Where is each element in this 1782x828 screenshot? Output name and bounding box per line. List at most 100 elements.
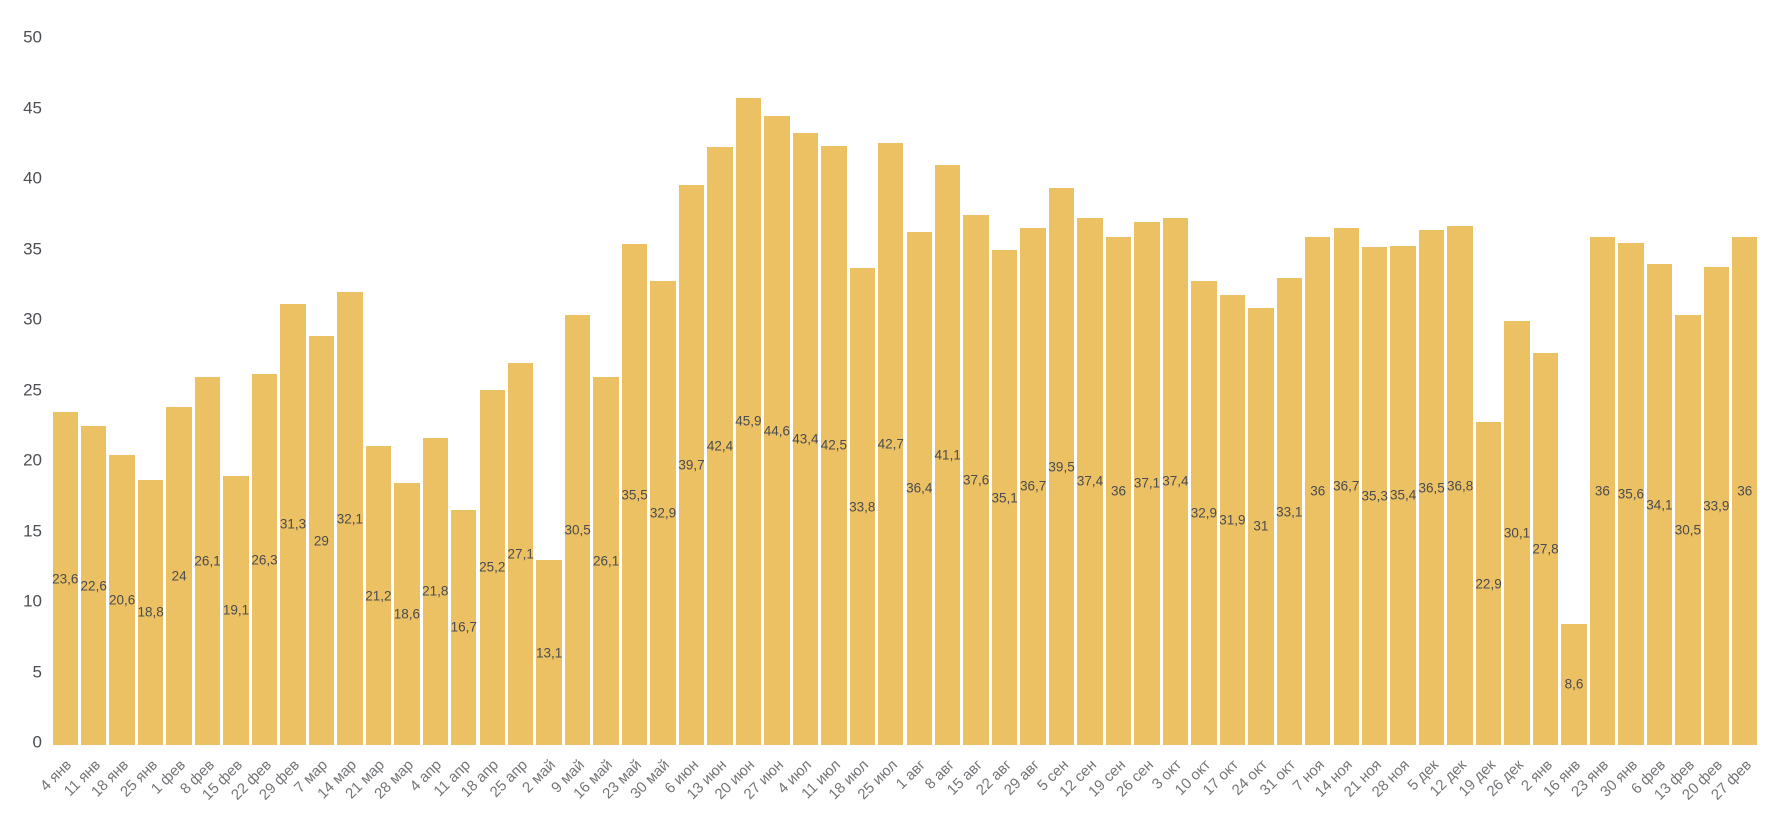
- bar-value-label: 32,1: [336, 511, 364, 527]
- bar[interactable]: [1447, 226, 1473, 745]
- bar[interactable]: [1732, 237, 1758, 745]
- bar[interactable]: [1077, 217, 1103, 745]
- bar[interactable]: [849, 268, 876, 745]
- bar[interactable]: [337, 292, 363, 745]
- bar[interactable]: [1561, 623, 1587, 745]
- bar[interactable]: [251, 374, 278, 745]
- bar[interactable]: [536, 560, 562, 745]
- bar-value-label: 30,5: [1674, 522, 1701, 538]
- bar-value-label: 39,7: [678, 457, 705, 473]
- bar-value-label: 27,1: [507, 546, 534, 562]
- y-axis-tick-label: 20: [23, 450, 42, 470]
- bar-value-label: 13,1: [536, 645, 563, 661]
- bar[interactable]: [1675, 314, 1701, 745]
- bar[interactable]: [1532, 353, 1559, 745]
- bar[interactable]: [1248, 307, 1274, 745]
- bar[interactable]: [223, 475, 249, 745]
- bar[interactable]: [1048, 188, 1075, 745]
- bar-value-label: 26,3: [251, 552, 278, 568]
- bar[interactable]: [365, 446, 392, 745]
- bar[interactable]: [792, 133, 819, 745]
- bar-value-label: 37,6: [963, 472, 990, 488]
- bar-value-label: 23,6: [52, 571, 79, 587]
- bar[interactable]: [821, 145, 847, 745]
- y-axis-tick-label: 10: [23, 591, 42, 611]
- bar[interactable]: [80, 426, 107, 745]
- bar-value-label: 42,4: [706, 438, 734, 454]
- bar[interactable]: [1703, 267, 1730, 745]
- bar[interactable]: [194, 376, 221, 745]
- bar[interactable]: [1646, 264, 1673, 745]
- bar[interactable]: [1134, 221, 1160, 745]
- bar[interactable]: [280, 303, 306, 745]
- bar[interactable]: [422, 437, 449, 745]
- bar[interactable]: [1191, 281, 1217, 745]
- bar[interactable]: [507, 362, 534, 745]
- bar-value-label: 33,9: [1703, 498, 1730, 514]
- bar-value-label: 39,5: [1048, 459, 1075, 475]
- bar[interactable]: [564, 314, 591, 745]
- bar-value-label: 31,3: [279, 516, 307, 532]
- bar-value-label: 27,8: [1532, 541, 1559, 557]
- bar-value-label: 18,8: [137, 604, 164, 620]
- y-axis-tick-label: 5: [32, 662, 42, 681]
- bar[interactable]: [991, 250, 1018, 745]
- bar[interactable]: [137, 479, 164, 745]
- bar[interactable]: [52, 412, 78, 745]
- bar[interactable]: [479, 389, 505, 745]
- bar[interactable]: [1162, 217, 1189, 745]
- bar-value-label: 33,8: [849, 499, 876, 515]
- bar-value-label: 31,9: [1219, 512, 1246, 528]
- bar-value-label: 22,9: [1475, 576, 1502, 592]
- bar[interactable]: [1276, 278, 1303, 745]
- bar[interactable]: [906, 231, 932, 745]
- bar-value-label: 35,5: [621, 487, 648, 503]
- bar[interactable]: [593, 376, 619, 745]
- bar[interactable]: [678, 185, 705, 745]
- bar[interactable]: [1504, 320, 1530, 745]
- bar[interactable]: [308, 336, 335, 745]
- y-axis-tick-label: 40: [23, 168, 42, 188]
- bar[interactable]: [934, 165, 961, 745]
- bar[interactable]: [1475, 422, 1502, 745]
- bar-value-label: 42,7: [877, 436, 904, 452]
- bar[interactable]: [650, 281, 676, 745]
- bar[interactable]: [1305, 237, 1331, 745]
- bar[interactable]: [166, 406, 192, 745]
- bar-value-label: 36,7: [1019, 478, 1047, 494]
- bar[interactable]: [764, 116, 790, 745]
- bar[interactable]: [1361, 247, 1388, 745]
- bar[interactable]: [707, 147, 733, 745]
- bar-value-label: 8,6: [1564, 676, 1584, 692]
- bar[interactable]: [878, 142, 904, 745]
- bar-value-label: 36: [1110, 483, 1127, 499]
- bar[interactable]: [1618, 243, 1644, 745]
- bar-value-label: 21,8: [422, 583, 449, 599]
- bar[interactable]: [451, 509, 477, 745]
- bar-value-label: 37,1: [1133, 475, 1161, 491]
- bar[interactable]: [621, 244, 648, 745]
- bar[interactable]: [394, 482, 420, 745]
- bar-value-label: 24: [171, 568, 187, 584]
- bar-value-label: 41,1: [934, 447, 961, 463]
- bar[interactable]: [735, 97, 762, 745]
- bar[interactable]: [1020, 227, 1046, 745]
- bar-value-label: 45,9: [735, 413, 762, 429]
- bar-value-label: 30,1: [1503, 525, 1531, 541]
- bar[interactable]: [1219, 295, 1246, 745]
- bar[interactable]: [1390, 245, 1416, 745]
- bar[interactable]: [1418, 230, 1445, 745]
- bar[interactable]: [1333, 227, 1359, 745]
- bar[interactable]: [963, 214, 989, 745]
- bar-value-label: 36: [1594, 483, 1610, 499]
- bar[interactable]: [1589, 237, 1616, 745]
- bar[interactable]: [109, 454, 135, 745]
- bar-value-label: 35,4: [1390, 487, 1417, 503]
- bar-value-label: 16,7: [450, 619, 477, 635]
- y-axis-tick-label: 30: [23, 309, 42, 329]
- bar-value-label: 20,6: [109, 592, 136, 608]
- bar[interactable]: [1105, 237, 1132, 745]
- bar-value-label: 30,5: [564, 522, 591, 538]
- bar-value-label: 37,4: [1076, 473, 1104, 489]
